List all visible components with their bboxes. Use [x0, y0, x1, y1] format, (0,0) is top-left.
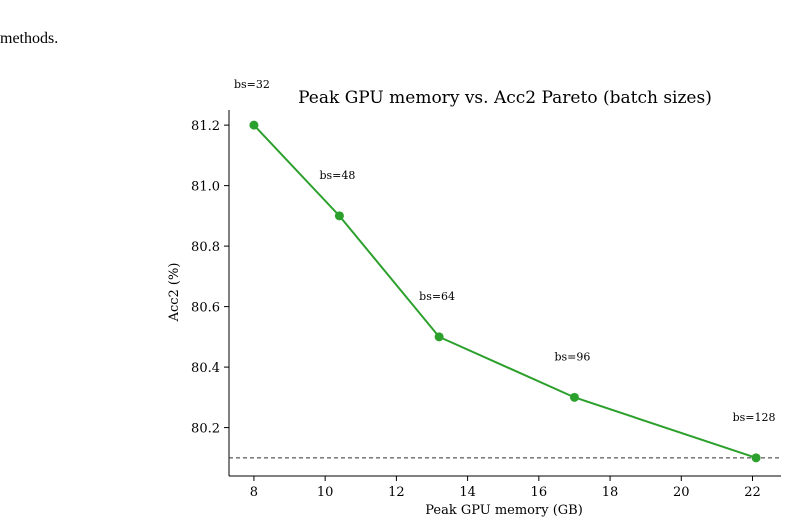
data-point [751, 453, 761, 463]
x-tick-label: 14 [459, 485, 476, 500]
x-tick-label: 8 [250, 485, 258, 500]
chart-title: Peak GPU memory vs. Acc2 Pareto (batch s… [298, 88, 712, 108]
x-tick-label: 16 [531, 485, 548, 500]
series-layer [249, 120, 761, 463]
x-tick-label: 20 [673, 485, 690, 500]
point-annotation: bs=128 [733, 411, 776, 424]
data-point [249, 120, 259, 130]
y-tick-label: 81.2 [191, 119, 220, 134]
x-axis-label: Peak GPU memory (GB) [425, 503, 583, 518]
y-tick-label: 81.0 [191, 180, 220, 195]
point-annotation: bs=96 [554, 350, 590, 363]
x-tick-label: 10 [317, 485, 334, 500]
y-tick-label: 80.6 [191, 301, 220, 316]
y-axis-label: Acc2 (%) [167, 263, 182, 323]
x-tick-label: 22 [744, 485, 761, 500]
y-tick-label: 80.2 [191, 422, 220, 437]
point-annotation: bs=48 [319, 169, 355, 182]
axes: 8 10 12 14 16 18 20 22 80.2 80.4 80.6 80.8 81.0 81.2 [191, 110, 781, 500]
point-annotation: bs=32 [234, 78, 270, 91]
y-tick-label: 80.4 [191, 361, 220, 376]
intro-text: methods. [0, 30, 59, 47]
data-point [434, 332, 444, 342]
data-point [569, 392, 579, 402]
y-tick-label: 80.8 [191, 240, 220, 255]
data-point [334, 211, 344, 221]
x-tick-label: 18 [602, 485, 619, 500]
annotation-layer: bs=32 bs=48 bs=64 bs=96 bs=128 [234, 78, 776, 424]
x-tick-label: 12 [388, 485, 405, 500]
point-annotation: bs=64 [419, 290, 455, 303]
